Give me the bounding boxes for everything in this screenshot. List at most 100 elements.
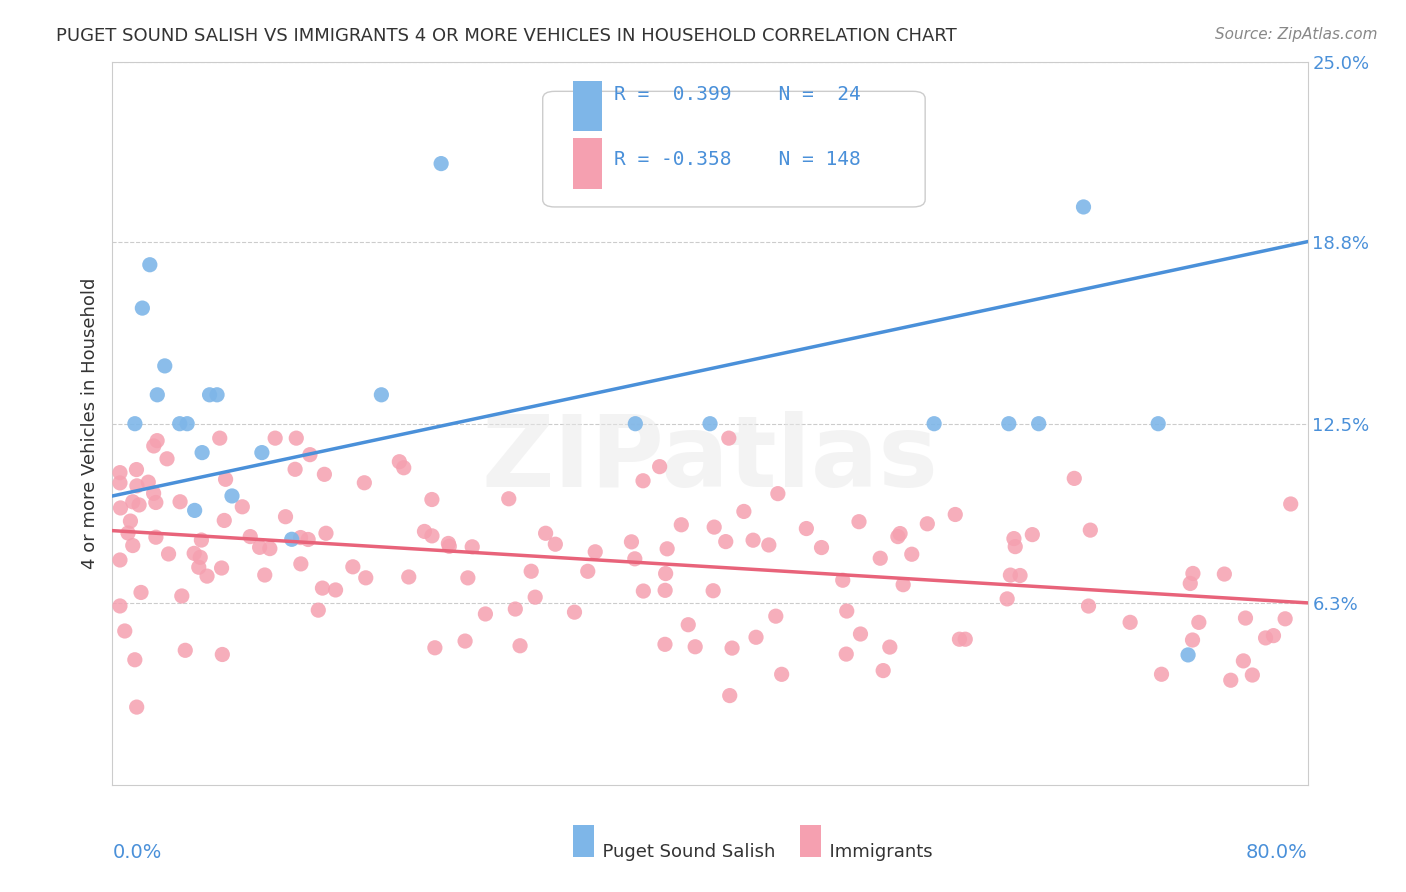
Point	[699, 417, 721, 431]
Point	[211, 648, 233, 662]
Point	[624, 417, 647, 431]
Point	[917, 516, 939, 531]
Point	[1180, 576, 1202, 591]
Point	[1181, 566, 1204, 581]
Point	[998, 417, 1021, 431]
Point	[1213, 567, 1236, 582]
Point	[142, 439, 165, 453]
Point	[1150, 667, 1173, 681]
Point	[461, 540, 484, 554]
Text: Source: ZipAtlas.com: Source: ZipAtlas.com	[1215, 27, 1378, 42]
Point	[534, 526, 557, 541]
Point	[576, 564, 599, 578]
Point	[671, 517, 693, 532]
Point	[457, 571, 479, 585]
Point	[430, 156, 453, 170]
Point	[128, 498, 150, 512]
Point	[290, 557, 312, 571]
Point	[129, 585, 152, 599]
Point	[810, 541, 832, 555]
Point	[922, 417, 945, 431]
Point	[869, 551, 891, 566]
Point	[654, 566, 676, 581]
Point	[413, 524, 436, 539]
Point	[683, 640, 706, 654]
Point	[183, 503, 205, 517]
Point	[955, 632, 977, 647]
Point	[623, 551, 645, 566]
Point	[325, 582, 347, 597]
Point	[183, 546, 205, 560]
Point	[249, 541, 271, 555]
Point	[188, 550, 211, 565]
Text: R =  0.399    N =  24: R = 0.399 N = 24	[614, 86, 860, 104]
Point	[198, 388, 221, 402]
Point	[1279, 497, 1302, 511]
FancyBboxPatch shape	[572, 825, 595, 857]
Text: 0.0%: 0.0%	[112, 843, 162, 862]
Point	[125, 479, 148, 493]
Point	[765, 609, 787, 624]
Point	[145, 530, 167, 544]
Point	[721, 641, 744, 656]
FancyBboxPatch shape	[572, 138, 603, 189]
Point	[136, 475, 159, 490]
Point	[520, 564, 543, 578]
Point	[505, 602, 527, 616]
Point	[544, 537, 567, 551]
Point	[211, 561, 233, 575]
Point	[509, 639, 531, 653]
Point	[1004, 540, 1026, 554]
Point	[879, 640, 901, 654]
Point	[170, 589, 193, 603]
Point	[648, 459, 671, 474]
Point	[121, 495, 143, 509]
Point	[354, 571, 377, 585]
Point	[139, 258, 162, 272]
Text: ZIPatlas: ZIPatlas	[482, 411, 938, 508]
Point	[108, 475, 131, 490]
Point	[423, 640, 446, 655]
Point	[145, 495, 167, 509]
Point	[437, 536, 460, 550]
Point	[654, 583, 676, 598]
Point	[718, 689, 741, 703]
Point	[298, 448, 321, 462]
Point	[770, 667, 793, 681]
Text: Puget Sound Salish: Puget Sound Salish	[591, 843, 775, 861]
Point	[703, 520, 725, 534]
Point	[208, 431, 231, 445]
Point	[231, 500, 253, 514]
Point	[169, 495, 191, 509]
Point	[1073, 200, 1095, 214]
Point	[398, 570, 420, 584]
Point	[1078, 523, 1101, 537]
Point	[370, 388, 392, 402]
Point	[1002, 532, 1025, 546]
Point	[1077, 599, 1099, 613]
Point	[1008, 568, 1031, 582]
Point	[758, 538, 780, 552]
Point	[1021, 527, 1043, 541]
Point	[835, 647, 858, 661]
Point	[176, 417, 198, 431]
Text: 80.0%: 80.0%	[1246, 843, 1308, 862]
Point	[1181, 633, 1204, 648]
Point	[1254, 631, 1277, 645]
Y-axis label: 4 or more Vehicles in Household: 4 or more Vehicles in Household	[80, 278, 98, 569]
Point	[887, 530, 910, 544]
Point	[259, 541, 281, 556]
Point	[1219, 673, 1241, 688]
Point	[314, 467, 336, 482]
Point	[943, 508, 966, 522]
Point	[733, 504, 755, 518]
Point	[290, 531, 312, 545]
Point	[420, 529, 443, 543]
Point	[214, 472, 236, 486]
Point	[120, 514, 142, 528]
FancyBboxPatch shape	[572, 80, 603, 131]
Point	[191, 445, 214, 459]
Point	[1234, 611, 1257, 625]
Point	[766, 486, 789, 500]
Point	[654, 637, 676, 651]
